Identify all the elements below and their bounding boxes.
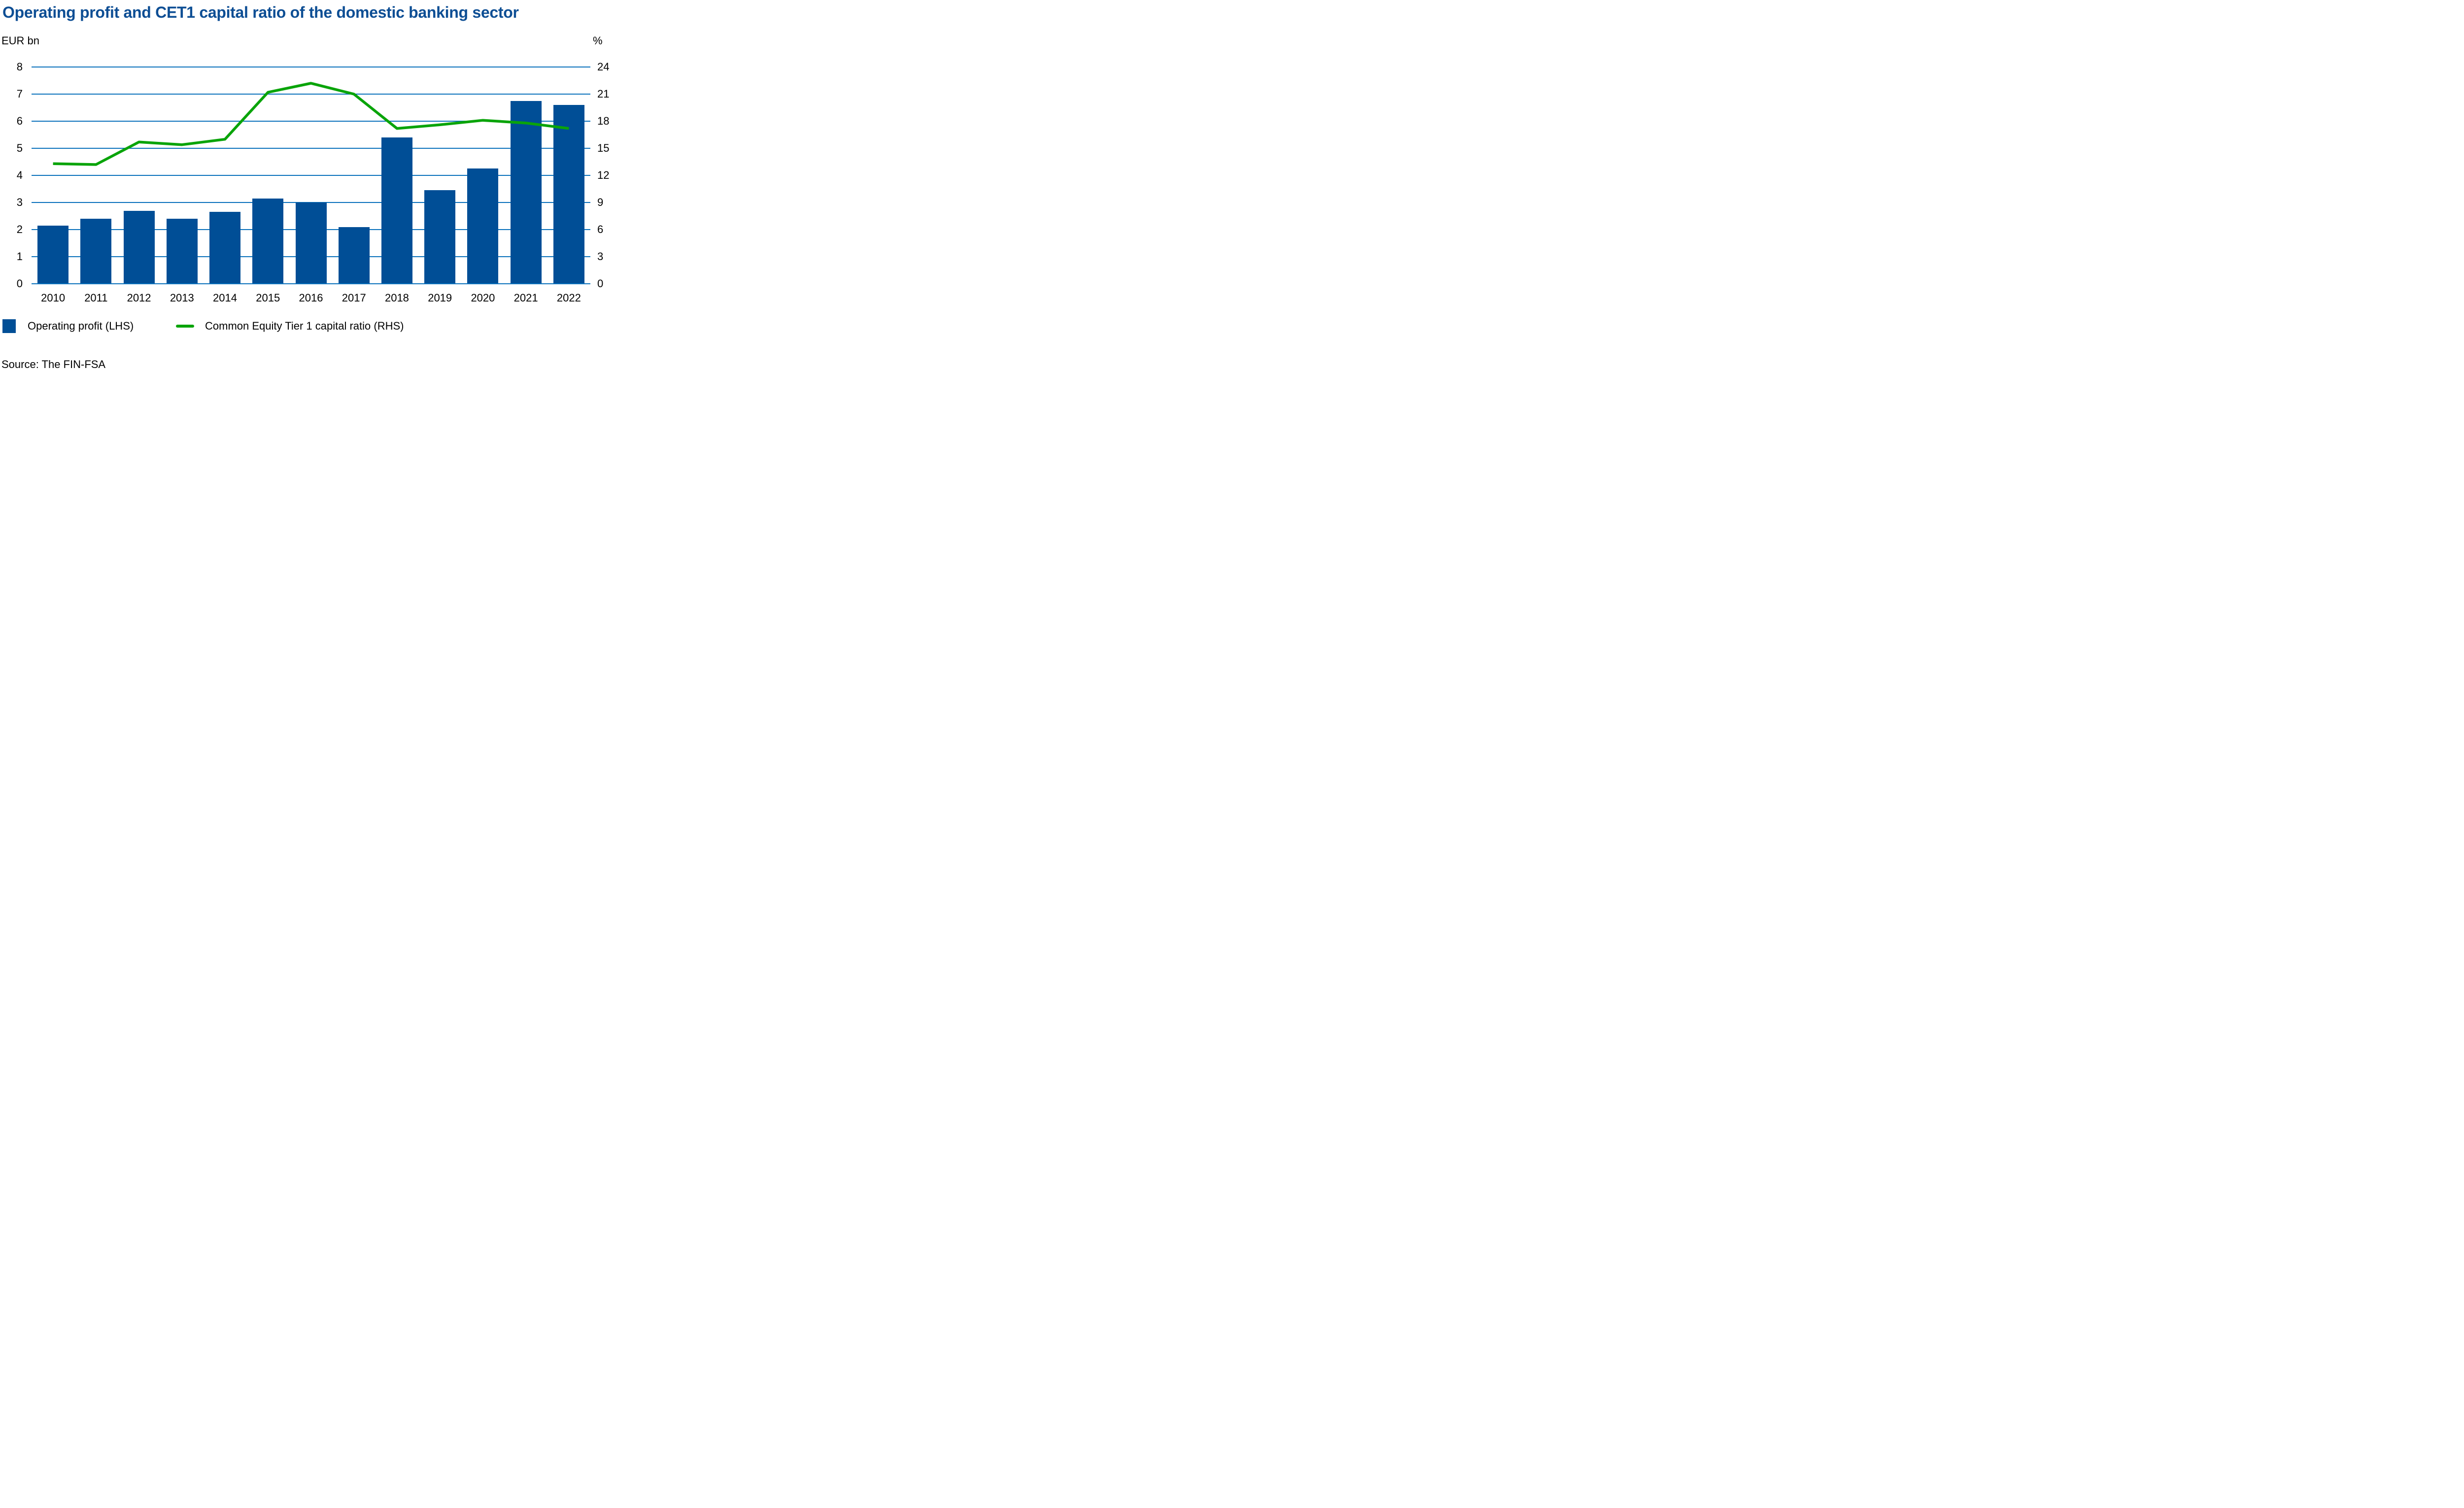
bar-2013 (166, 219, 198, 284)
line-series (53, 82, 569, 166)
gridline-5 (32, 148, 590, 149)
legend-bar-label: Operating profit (LHS) (28, 320, 134, 332)
left-tick-0: 0 (16, 277, 23, 290)
legend-line-swatch (176, 325, 194, 328)
x-label-2021: 2021 (513, 292, 538, 304)
right-axis-ticks: 24 21 18 15 12 9 6 3 0 (597, 0, 627, 377)
legend-line-label: Common Equity Tier 1 capital ratio (RHS) (205, 320, 404, 332)
left-tick-3: 3 (16, 196, 23, 208)
left-tick-6: 6 (16, 115, 23, 127)
chart-title: Operating profit and CET1 capital ratio … (2, 3, 519, 21)
x-label-2014: 2014 (213, 292, 237, 304)
chart-canvas: Operating profit and CET1 capital ratio … (0, 0, 686, 377)
bar-2021 (510, 101, 542, 284)
x-label-2011: 2011 (84, 292, 108, 304)
x-label-2019: 2019 (428, 292, 452, 304)
left-tick-7: 7 (16, 88, 23, 100)
bar-2022 (553, 105, 584, 284)
x-label-2016: 2016 (299, 292, 323, 304)
x-label-2010: 2010 (41, 292, 66, 304)
x-label-2013: 2013 (170, 292, 194, 304)
right-tick-15: 15 (597, 142, 610, 154)
x-label-2017: 2017 (342, 292, 366, 304)
bar-2019 (424, 190, 456, 284)
x-label-2018: 2018 (384, 292, 409, 304)
gridline-0 (32, 283, 590, 284)
left-tick-2: 2 (16, 223, 23, 235)
left-tick-5: 5 (16, 142, 23, 154)
right-tick-24: 24 (597, 61, 610, 73)
bar-2016 (295, 202, 327, 284)
right-tick-21: 21 (597, 88, 610, 100)
left-tick-8: 8 (16, 61, 23, 73)
left-tick-4: 4 (16, 169, 23, 181)
bar-2018 (381, 137, 412, 284)
bar-2010 (37, 225, 69, 284)
bar-2020 (467, 168, 499, 284)
right-tick-18: 18 (597, 115, 610, 127)
right-tick-0: 0 (597, 277, 604, 290)
left-tick-1: 1 (16, 250, 23, 263)
x-label-2020: 2020 (471, 292, 495, 304)
bar-2012 (123, 210, 155, 284)
cet1-ratio-line (53, 82, 569, 166)
left-axis-ticks: 8 7 6 5 4 3 2 1 0 (0, 0, 23, 377)
bar-2011 (80, 219, 112, 284)
left-axis-unit-label: EUR bn (1, 34, 40, 47)
bar-2015 (252, 198, 284, 284)
x-label-2022: 2022 (556, 292, 581, 304)
x-label-2015: 2015 (256, 292, 280, 304)
gridline-7 (32, 94, 590, 95)
source-note: Source: The FIN-FSA (1, 358, 106, 370)
right-tick-9: 9 (597, 196, 604, 208)
plot-area (32, 67, 590, 284)
gridline-4 (32, 175, 590, 176)
gridline-6 (32, 121, 590, 122)
x-label-2012: 2012 (127, 292, 151, 304)
right-tick-12: 12 (597, 169, 610, 181)
right-axis-unit-label: % (593, 34, 603, 47)
right-tick-6: 6 (597, 223, 604, 235)
bar-2017 (338, 227, 370, 284)
bar-2014 (209, 212, 241, 284)
right-tick-3: 3 (597, 250, 604, 263)
